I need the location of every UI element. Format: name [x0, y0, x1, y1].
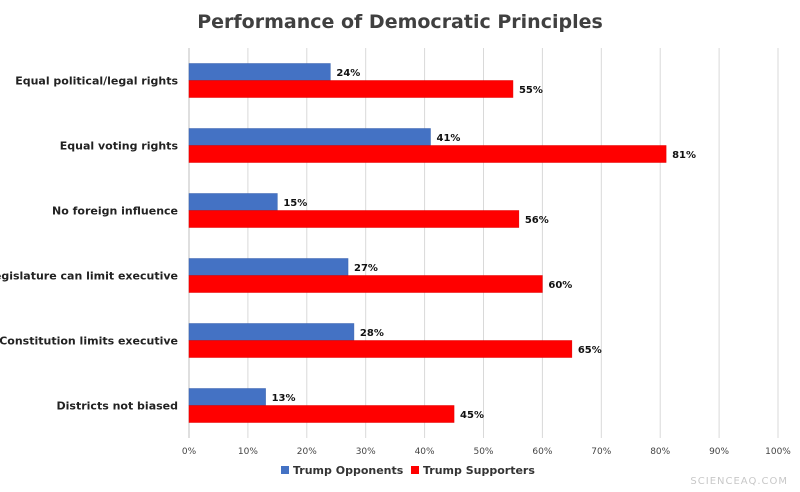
x-tick-label: 60% — [532, 447, 552, 457]
bar-supporters — [188, 210, 520, 228]
data-label: 56% — [525, 215, 549, 226]
bar-opponents — [188, 193, 278, 211]
data-label: 24% — [336, 68, 360, 79]
bar-supporters — [188, 275, 543, 293]
bar-opponents — [188, 258, 349, 276]
legend: Trump Opponents Trump Supporters — [281, 464, 535, 477]
legend-swatch — [411, 466, 419, 474]
legend-swatch — [281, 466, 289, 474]
bar-opponents — [188, 388, 266, 406]
category-label: Districts not biased — [57, 400, 178, 413]
bar-supporters — [188, 405, 455, 423]
data-label: 13% — [272, 393, 296, 404]
bar-opponents — [188, 323, 355, 341]
x-tick-label: 40% — [415, 447, 435, 457]
category-label: Equal political/legal rights — [15, 75, 178, 88]
bar-supporters — [188, 80, 514, 98]
x-tick-label: 30% — [356, 447, 376, 457]
bar-supporters — [188, 340, 573, 358]
x-tick-label: 0% — [182, 447, 197, 457]
data-label: 41% — [436, 133, 460, 144]
legend-label: Trump Opponents — [293, 464, 404, 477]
x-tick-label: 80% — [650, 447, 670, 457]
category-label: No foreign influence — [52, 205, 178, 218]
chart-title: Performance of Democratic Principles — [197, 11, 603, 33]
x-tick-label: 20% — [297, 447, 317, 457]
category-label: Equal voting rights — [60, 140, 179, 153]
bar-opponents — [188, 63, 331, 81]
x-tick-label: 50% — [473, 447, 493, 457]
x-tick-labels: 0% 10% 20% 30% 40% 50% 60% 70% 80% 90% 100% — [182, 447, 791, 457]
bar-opponents — [188, 128, 431, 146]
data-label: 81% — [672, 150, 696, 161]
data-label: 55% — [519, 85, 543, 96]
data-label: 15% — [283, 198, 307, 209]
data-label: 65% — [578, 345, 602, 356]
watermark: SCIENCEAQ.COM — [690, 476, 788, 487]
x-tick-label: 100% — [765, 447, 791, 457]
gridlines — [188, 48, 779, 438]
x-tick-label: 10% — [238, 447, 258, 457]
legend-label: Trump Supporters — [423, 464, 535, 477]
x-tick-label: 70% — [591, 447, 611, 457]
bar-supporters — [188, 145, 667, 163]
data-label: 60% — [548, 280, 572, 291]
category-label: Legislature can limit executive — [0, 270, 178, 283]
data-label: 28% — [360, 328, 384, 339]
data-label: 27% — [354, 263, 378, 274]
category-label: Constitution limits executive — [0, 335, 178, 348]
category-labels: Equal political/legal rights Equal voting… — [0, 75, 178, 413]
data-label: 45% — [460, 410, 484, 421]
x-tick-label: 90% — [709, 447, 729, 457]
bars: 24% 55% 41% 81% 15% 56% 27% 60% 28% 65% 13% 45% — [188, 63, 696, 423]
